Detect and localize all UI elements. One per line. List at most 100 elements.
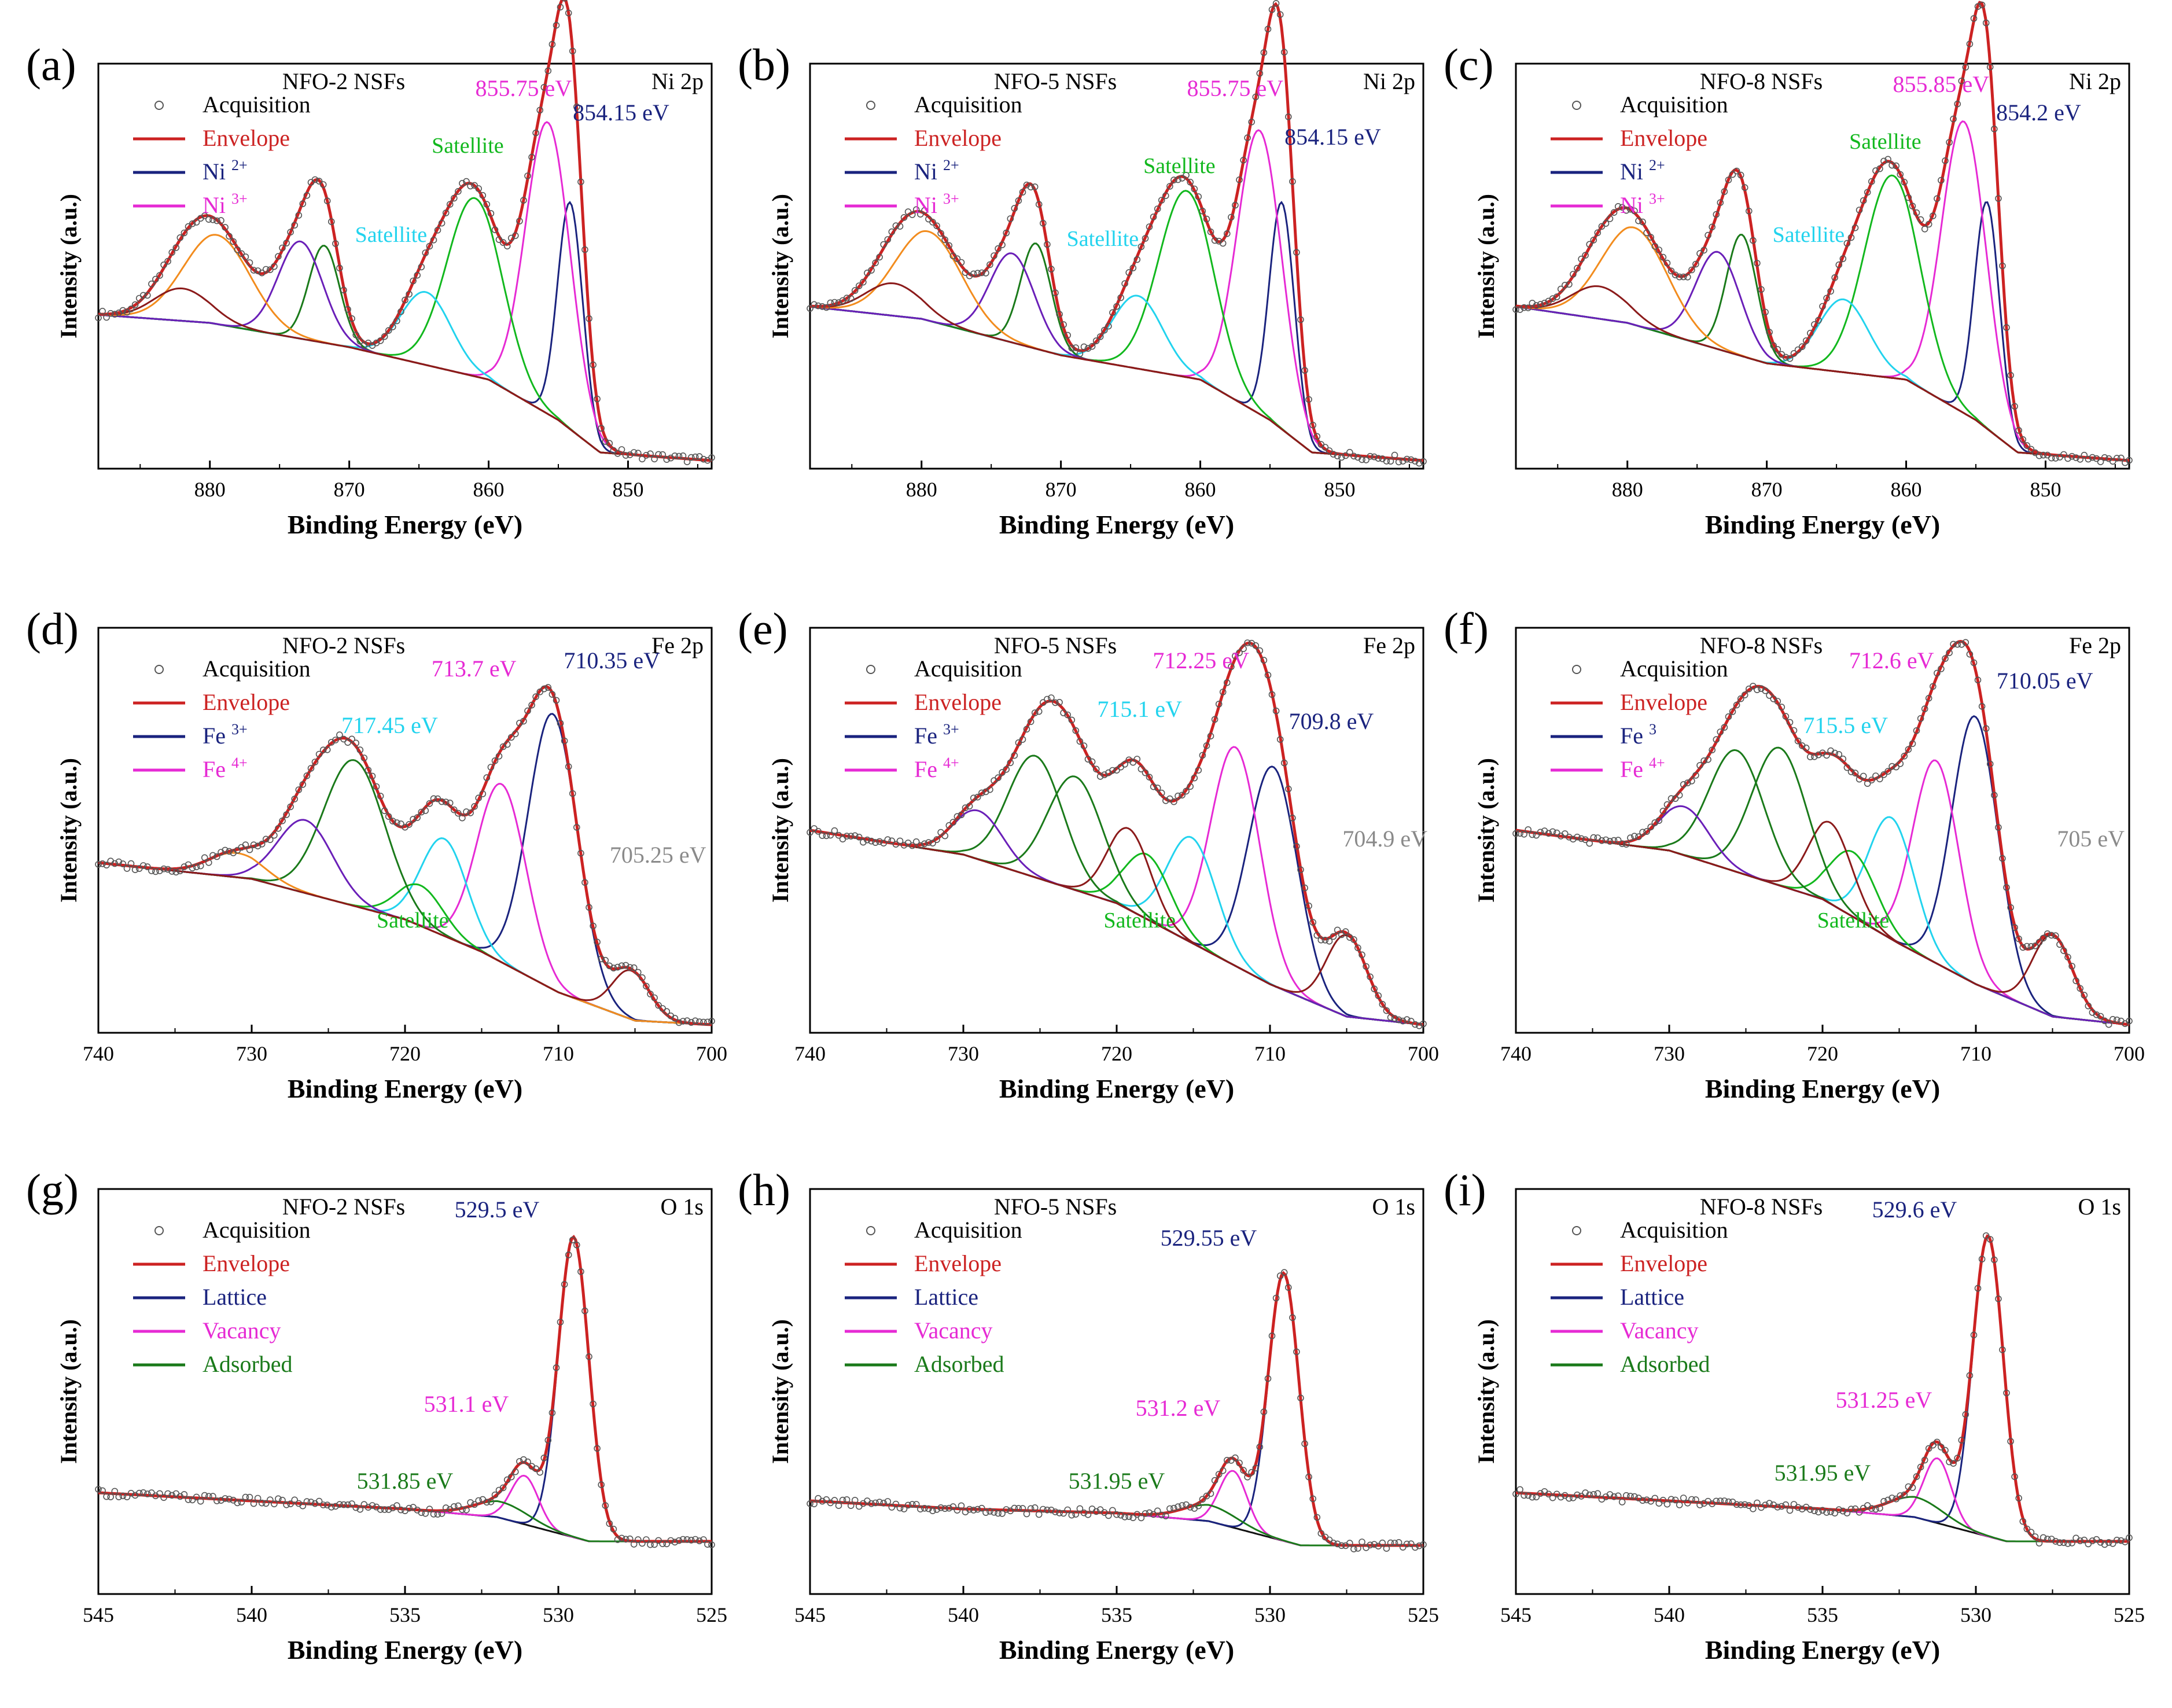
acquisition-point [1293,1348,1300,1356]
acquisition-point [258,841,266,848]
component-fe-3- [809,765,1424,1026]
acquisition-point [356,337,364,345]
acquisition-point [1420,1020,1427,1028]
acquisition-point [819,832,826,839]
panel-e: 740 730 720 710 700 Binding Energy (eV) Intens… [738,603,1439,1103]
acquisition-point [1052,699,1059,706]
legend-label: Acquisition [914,1217,1022,1243]
acquisition-point [434,1511,441,1518]
acquisition-point [1350,452,1357,460]
acquisition-point [1109,1507,1116,1514]
acquisition-point [565,763,572,770]
legend-label: Lattice [1620,1284,1684,1310]
acquisition-point [499,239,507,246]
acquisition-point [1578,1493,1585,1500]
acquisition-point [630,964,638,971]
annotation-label: Satellite [1849,130,1921,154]
component-lattice [1515,1235,2129,1543]
acquisition-point [1313,932,1321,939]
x-axis-label: Binding Energy (eV) [288,1635,522,1665]
legend-superscript: 3+ [943,190,959,207]
acquisition-point [352,739,360,746]
annotation-label: 531.25 eV [1836,1387,1932,1413]
acquisition-point [1379,1000,1386,1008]
acquisition-point [442,798,450,805]
acquisition-point [303,192,311,199]
acquisition-point [1056,699,1063,706]
x-tick-label: 535 [1807,1603,1838,1626]
acquisition-point [2105,1021,2112,1028]
acquisition-point [1236,1459,1243,1467]
legend-marker [1572,1226,1581,1235]
acquisition-point [557,1319,564,1326]
acquisition-point [1371,453,1378,461]
acquisition-point [1725,713,1732,720]
acquisition-point [103,1493,110,1500]
acquisition-point [1301,367,1308,374]
acquisition-point [847,833,855,840]
acquisition-point [986,1508,993,1515]
acquisition-point [974,270,981,277]
acquisition-point [1676,792,1683,799]
legend-label: Adsorbed [203,1351,293,1377]
acquisition-point [639,974,646,981]
acquisition-point [954,1507,961,1514]
legend-label: Fe 3 [1620,721,1656,749]
acquisition-point [1215,701,1223,708]
acquisition-point [1521,1492,1527,1499]
acquisition-point [704,1018,711,1026]
acquisition-point [933,836,940,843]
acquisition-point [1150,1511,1157,1518]
acquisition-point [1297,1394,1304,1401]
legend-marker [1572,665,1581,674]
acquisition-point [168,249,176,256]
acquisition-point [2007,1438,2014,1445]
acquisition-point [884,836,892,843]
acquisition-point [2089,1537,2096,1544]
x-tick-label: 870 [1751,478,1783,501]
acquisition-point [299,200,307,207]
acquisition-point [2048,932,2055,939]
acquisition-point [1746,207,1753,215]
acquisition-point [1700,246,1707,254]
acquisition-point [1068,716,1076,724]
acquisition-point [356,1505,364,1513]
acquisition-point [1391,1015,1398,1022]
acquisition-point [1195,767,1202,774]
legend-label: Acquisition [914,91,1022,117]
acquisition-point [2052,1538,2059,1545]
acquisition-point [201,854,208,862]
acquisition-point [691,1017,699,1025]
acquisition-point [986,261,993,268]
acquisition-point [2040,934,2047,942]
acquisition-point [880,840,887,846]
acquisition-point [1831,1510,1838,1516]
acquisition-point [1938,1444,1945,1451]
acquisition-point [1725,176,1732,183]
acquisition-point [218,849,224,856]
acquisition-point [1733,167,1740,175]
acquisition-point [1545,830,1552,837]
acquisition-point [1578,835,1585,842]
acquisition-point [393,1502,400,1509]
acquisition-point [1663,1500,1671,1508]
acquisition-point [1146,1509,1153,1516]
acquisition-point [908,842,916,849]
acquisition-point [1309,919,1316,926]
acquisition-point [884,1498,892,1505]
acquisition-point [1084,1511,1092,1518]
panel-title: NFO-2 NSFs [282,68,405,94]
acquisition-point [553,697,560,704]
acquisition-point [683,1536,691,1543]
acquisition-point [1766,329,1773,336]
acquisition-point [1688,266,1695,274]
acquisition-point [95,314,102,322]
acquisition-point [1088,758,1096,765]
legend-label: Acquisition [203,91,311,117]
acquisition-point [234,1499,241,1507]
acquisition-point [475,794,483,801]
acquisition-point [156,272,163,279]
acquisition-point [2097,1013,2104,1020]
acquisition-point [524,707,531,715]
acquisition-point [160,1494,167,1501]
